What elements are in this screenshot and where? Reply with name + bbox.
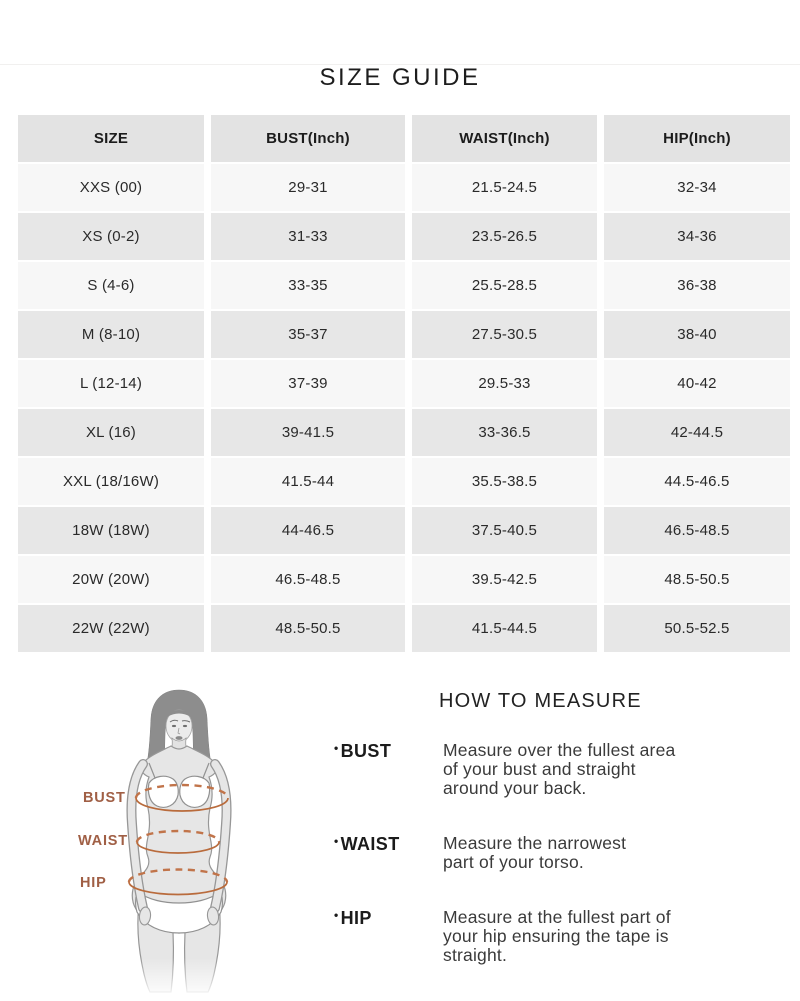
cell-waist: 39.5-42.5 xyxy=(411,556,597,603)
cell-size: XL (16) xyxy=(18,409,204,456)
cell-hip: 42-44.5 xyxy=(603,409,790,456)
table-row: XXS (00) 29-31 21.5-24.5 32-34 xyxy=(18,164,790,211)
cell-bust: 44-46.5 xyxy=(211,507,405,554)
table-row: XXL (18/16W) 41.5-44 35.5-38.5 44.5-46.5 xyxy=(18,458,790,505)
measure-description: Measure the narrowest part of your torso… xyxy=(443,834,774,872)
measure-label: • BUST xyxy=(334,741,443,798)
cell-size: XS (0-2) xyxy=(18,213,204,260)
cell-bust: 37-39 xyxy=(211,360,405,407)
description-line: your hip ensuring the tape is xyxy=(443,926,669,946)
cell-bust: 46.5-48.5 xyxy=(211,556,405,603)
header-cell-size: SIZE xyxy=(18,115,204,162)
cell-hip: 48.5-50.5 xyxy=(603,556,790,603)
measurement-figure: BUST WAIST HIP xyxy=(45,689,315,998)
cell-bust: 48.5-50.5 xyxy=(211,605,405,652)
cell-waist: 29.5-33 xyxy=(411,360,597,407)
figure-hip-label: HIP xyxy=(80,875,107,891)
measure-item-waist: • WAIST Measure the narrowest part of you… xyxy=(334,834,774,872)
cell-waist: 37.5-40.5 xyxy=(411,507,597,554)
cell-bust: 35-37 xyxy=(211,311,405,358)
cell-hip: 40-42 xyxy=(603,360,790,407)
cell-waist: 25.5-28.5 xyxy=(411,262,597,309)
page-title: SIZE GUIDE xyxy=(319,64,481,91)
bust-ring xyxy=(134,783,230,812)
measure-label: • WAIST xyxy=(334,834,443,872)
how-to-measure-heading: HOW TO MEASURE xyxy=(439,690,642,712)
measure-label-text: BUST xyxy=(340,741,392,761)
measure-item-bust: • BUST Measure over the fullest area of y… xyxy=(334,741,774,798)
cell-size: S (4-6) xyxy=(18,262,204,309)
table-row: L (12-14) 37-39 29.5-33 40-42 xyxy=(18,360,790,407)
description-line: straight. xyxy=(443,945,508,965)
description-line: Measure over the fullest area xyxy=(443,740,676,760)
description-line: around your back. xyxy=(443,778,587,798)
table-row: XS (0-2) 31-33 23.5-26.5 34-36 xyxy=(18,213,790,260)
cell-bust: 33-35 xyxy=(211,262,405,309)
cell-hip: 32-34 xyxy=(603,164,790,211)
measure-instructions: HOW TO MEASURE • BUST Measure over the fu… xyxy=(334,690,774,1001)
cell-hip: 50.5-52.5 xyxy=(603,605,790,652)
description-line: Measure the narrowest xyxy=(443,833,627,853)
measure-label-text: HIP xyxy=(340,908,372,928)
cell-hip: 46.5-48.5 xyxy=(603,507,790,554)
cell-hip: 44.5-46.5 xyxy=(603,458,790,505)
cell-size: 20W (20W) xyxy=(18,556,204,603)
figure-bust-label: BUST xyxy=(83,790,126,806)
table-row: XL (16) 39-41.5 33-36.5 42-44.5 xyxy=(18,409,790,456)
figure-waist-label: WAIST xyxy=(78,833,128,849)
bullet-icon: • xyxy=(334,834,339,848)
cell-size: XXS (00) xyxy=(18,164,204,211)
figure-bra xyxy=(147,775,179,808)
cell-hip: 38-40 xyxy=(603,311,790,358)
description-line: part of your torso. xyxy=(443,852,584,872)
cell-size: L (12-14) xyxy=(18,360,204,407)
measure-description: Measure at the fullest part of your hip … xyxy=(443,908,774,965)
header-cell-bust: BUST(Inch) xyxy=(211,115,405,162)
measure-label-text: WAIST xyxy=(340,834,400,854)
figure-panties xyxy=(134,891,224,934)
cell-waist: 27.5-30.5 xyxy=(411,311,597,358)
figure-arms xyxy=(126,759,232,926)
cell-waist: 35.5-38.5 xyxy=(411,458,597,505)
table-header-row: SIZE BUST(Inch) WAIST(Inch) HIP(Inch) xyxy=(18,115,790,162)
bullet-icon: • xyxy=(334,908,339,922)
measure-item-hip: • HIP Measure at the fullest part of your… xyxy=(334,908,774,965)
cell-waist: 41.5-44.5 xyxy=(411,605,597,652)
measure-description: Measure over the fullest area of your bu… xyxy=(443,741,774,798)
size-table: SIZE BUST(Inch) WAIST(Inch) HIP(Inch) XX… xyxy=(18,115,790,652)
header-cell-waist: WAIST(Inch) xyxy=(411,115,597,162)
how-to-measure-section: BUST WAIST HIP HOW TO MEASURE • BUST Meas… xyxy=(0,688,800,1000)
bullet-icon: • xyxy=(334,741,339,755)
cell-waist: 33-36.5 xyxy=(411,409,597,456)
cell-bust: 31-33 xyxy=(211,213,405,260)
description-line: Measure at the fullest part of xyxy=(443,907,671,927)
cell-bust: 29-31 xyxy=(211,164,405,211)
header-cell-hip: HIP(Inch) xyxy=(603,115,790,162)
cell-hip: 34-36 xyxy=(603,213,790,260)
waist-ring xyxy=(135,829,221,854)
hip-ring xyxy=(127,868,229,896)
cell-waist: 23.5-26.5 xyxy=(411,213,597,260)
table-row: S (4-6) 33-35 25.5-28.5 36-38 xyxy=(18,262,790,309)
table-row: 20W (20W) 46.5-48.5 39.5-42.5 48.5-50.5 xyxy=(18,556,790,603)
description-line: of your bust and straight xyxy=(443,759,636,779)
cell-size: 22W (22W) xyxy=(18,605,204,652)
cell-waist: 21.5-24.5 xyxy=(411,164,597,211)
measure-label: • HIP xyxy=(334,908,443,965)
cell-size: M (8-10) xyxy=(18,311,204,358)
cell-bust: 39-41.5 xyxy=(211,409,405,456)
cell-size: 18W (18W) xyxy=(18,507,204,554)
table-row: 22W (22W) 48.5-50.5 41.5-44.5 50.5-52.5 xyxy=(18,605,790,652)
cell-bust: 41.5-44 xyxy=(211,458,405,505)
cell-hip: 36-38 xyxy=(603,262,790,309)
section-divider xyxy=(0,64,800,65)
table-row: M (8-10) 35-37 27.5-30.5 38-40 xyxy=(18,311,790,358)
table-row: 18W (18W) 44-46.5 37.5-40.5 46.5-48.5 xyxy=(18,507,790,554)
cell-size: XXL (18/16W) xyxy=(18,458,204,505)
